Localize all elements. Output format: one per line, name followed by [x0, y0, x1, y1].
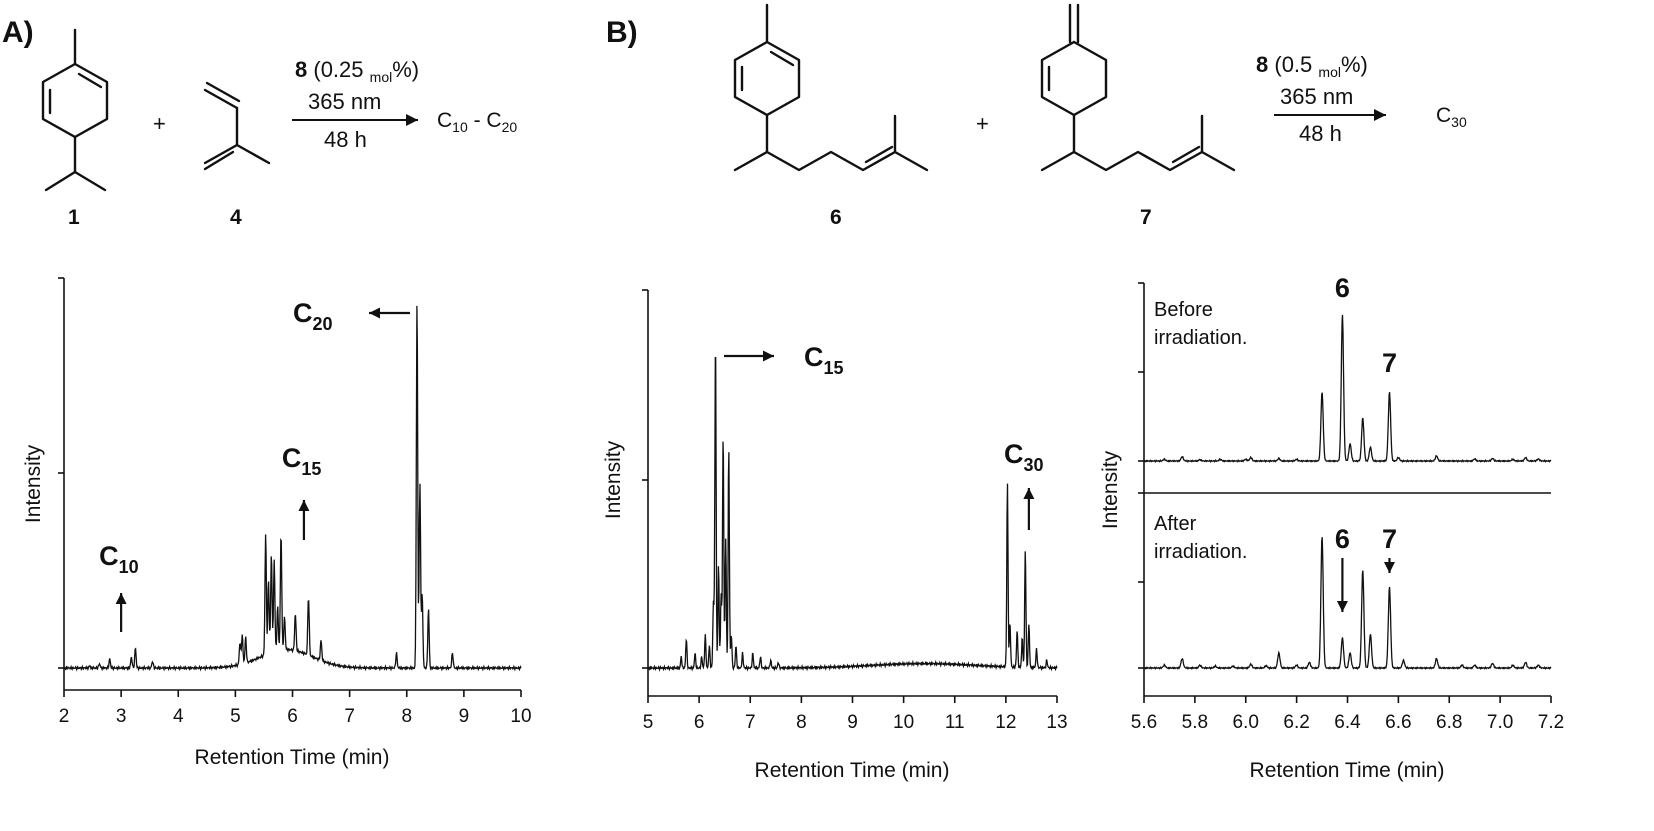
after-peak-7-label: 7 — [1382, 524, 1397, 554]
chart-c-after-trace — [1143, 537, 1552, 671]
x-tick-label: 7.2 — [1538, 712, 1564, 733]
compound-1-structure — [41, 28, 109, 192]
x-tick-label: 10 — [893, 712, 914, 733]
chart-b-x-label: Retention Time (min) — [755, 759, 950, 782]
reaction-arrowhead-b — [1374, 109, 1386, 121]
x-tick-label: 4 — [173, 706, 184, 727]
compound-6-structure — [733, 3, 929, 172]
chart-a-annotations: C10 C15 C20 — [99, 298, 410, 632]
x-tick-label: 9 — [847, 712, 858, 733]
panel-b-label: B) — [606, 16, 638, 49]
x-tick-label: 9 — [459, 706, 470, 727]
x-tick-label: 5.8 — [1182, 712, 1208, 733]
reaction-arrowhead-a — [406, 114, 418, 126]
x-tick-label: 8 — [401, 706, 412, 727]
plus-sign-b: + — [976, 111, 989, 136]
conditions-catalyst-a: 8 (0.25 mol%) — [295, 57, 419, 85]
x-tick-label: 7 — [344, 706, 355, 727]
chart-b: 5 6 7 8 9 10 11 12 13 C15 C30 Retention Time (min… — [602, 289, 1068, 782]
x-tick-label: 6 — [287, 706, 298, 727]
chart-c-after-label-line1: After — [1154, 513, 1197, 535]
chart-b-x-ticks: 5 6 7 8 9 10 11 12 13 — [643, 696, 1068, 733]
x-tick-label: 6 — [694, 712, 705, 733]
x-tick-label: 12 — [995, 712, 1016, 733]
x-tick-label: 6.2 — [1283, 712, 1309, 733]
c30-label: C30 — [1004, 439, 1044, 475]
after-peak-7-arrow-head — [1383, 562, 1395, 573]
chart-b-trace — [647, 356, 1058, 673]
c20-label: C20 — [293, 298, 333, 334]
x-tick-label: 5 — [643, 712, 654, 733]
chart-c-before-label-line2: irradiation. — [1154, 327, 1247, 349]
x-tick-label: 8 — [796, 712, 807, 733]
chart-c-x-label: Retention Time (min) — [1250, 759, 1445, 782]
c20-arrow-head — [369, 307, 380, 319]
before-peak-6-label: 6 — [1335, 273, 1350, 303]
chart-a-x-ticks: 2 3 4 5 6 7 8 9 10 — [59, 690, 532, 727]
compound-1-label: 1 — [68, 206, 80, 229]
c15-arrow-head — [298, 500, 310, 511]
x-tick-label: 7 — [745, 712, 756, 733]
chart-c-after-label-line2: irradiation. — [1154, 541, 1247, 563]
c30-arrow-head — [1023, 488, 1035, 499]
conditions-wavelength-a: 365 nm — [308, 89, 381, 114]
chart-a-x-label: Retention Time (min) — [195, 746, 390, 769]
x-tick-label: 6.0 — [1233, 712, 1259, 733]
compound-4-structure — [203, 81, 271, 171]
before-peak-7-label: 7 — [1382, 348, 1397, 378]
chart-c-x-ticks: 5.6 5.8 6.0 6.2 6.4 6.6 6.8 7.0 7.2 — [1131, 696, 1564, 733]
chart-b-annotations: C15 C30 — [724, 342, 1044, 530]
x-tick-label: 13 — [1046, 712, 1067, 733]
x-tick-label: 11 — [945, 712, 965, 733]
compound-4-label: 4 — [230, 206, 242, 229]
product-a: C10 - C20 — [437, 109, 517, 135]
c10-label: C10 — [99, 541, 139, 577]
c15-label: C15 — [282, 443, 322, 479]
chart-c-annotations: 6 7 6 7 — [1335, 273, 1397, 612]
chart-c-before-label-line1: Before — [1154, 299, 1213, 321]
chart-c-before-trace — [1143, 314, 1552, 464]
x-tick-label: 5.6 — [1131, 712, 1157, 733]
plus-sign-a: + — [153, 111, 166, 136]
x-tick-label: 5 — [230, 706, 241, 727]
chart-b-y-label: Intensity — [602, 440, 625, 519]
chart-a: 2 3 4 5 6 7 8 9 10 C10 C15 C20 Retention Time (min… — [22, 277, 532, 769]
c10-arrow-head — [115, 593, 127, 604]
compound-6-label: 6 — [830, 206, 842, 229]
after-peak-6-arrow-head — [1336, 601, 1348, 612]
chart-c: 5.6 5.8 6.0 6.2 6.4 6.6 6.8 7.0 7.2 Before irrad… — [1099, 273, 1564, 782]
c15-arrow-head — [763, 350, 774, 362]
x-tick-label: 6.6 — [1385, 712, 1411, 733]
panel-a-label: A) — [2, 16, 34, 49]
x-tick-label: 3 — [116, 706, 127, 727]
x-tick-label: 6.8 — [1436, 712, 1462, 733]
conditions-catalyst-b: 8 (0.5 mol%) — [1256, 52, 1368, 80]
conditions-time-a: 48 h — [324, 127, 367, 152]
conditions-time-b: 48 h — [1299, 121, 1342, 146]
x-tick-label: 7.0 — [1487, 712, 1513, 733]
x-tick-label: 6.4 — [1334, 712, 1361, 733]
chart-a-trace — [63, 305, 522, 672]
compound-7-label: 7 — [1140, 206, 1152, 229]
chart-c-y-label: Intensity — [1099, 450, 1122, 529]
after-peak-6-label: 6 — [1335, 524, 1350, 554]
x-tick-label: 2 — [59, 706, 70, 727]
conditions-wavelength-b: 365 nm — [1280, 84, 1353, 109]
c15-label: C15 — [804, 342, 844, 378]
x-tick-label: 10 — [510, 706, 531, 727]
product-b: C30 — [1436, 104, 1467, 130]
compound-7-structure — [1040, 3, 1236, 172]
chart-a-y-label: Intensity — [22, 444, 45, 523]
